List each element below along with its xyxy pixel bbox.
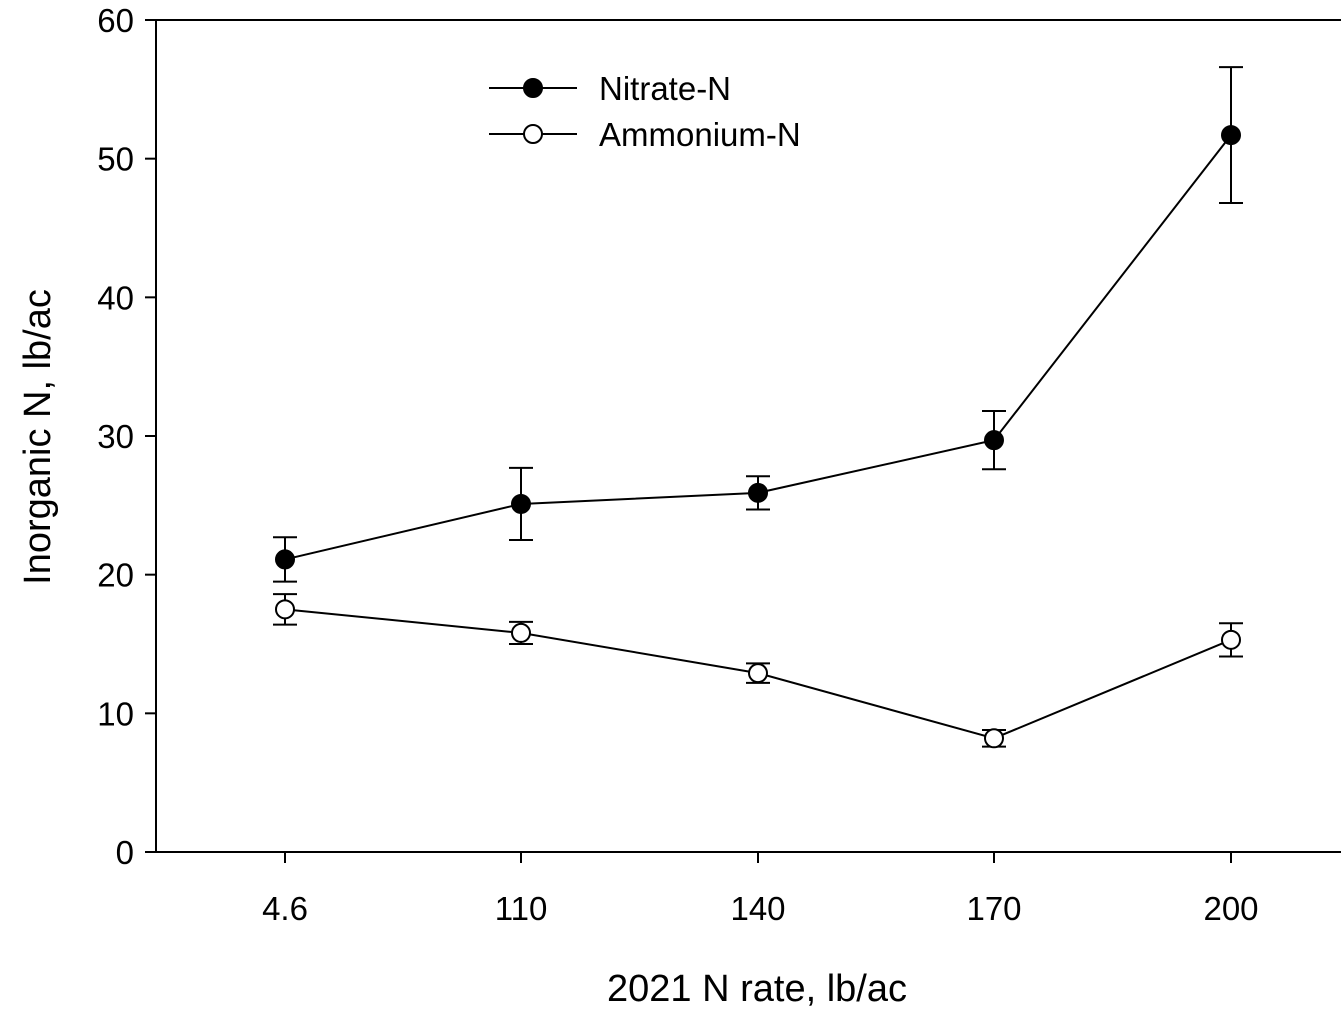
x-tick-label: 170	[966, 890, 1021, 927]
y-tick-label: 0	[116, 834, 134, 871]
x-tick-label: 200	[1203, 890, 1258, 927]
y-axis: 0 10 20 30 40 50 60	[97, 2, 156, 871]
series-nitrate-n	[273, 66, 1243, 583]
data-point	[275, 549, 295, 570]
legend: Nitrate-N Ammonium-N	[489, 70, 801, 153]
data-point	[748, 663, 768, 684]
legend-marker	[523, 78, 543, 98]
legend-label: Nitrate-N	[599, 70, 731, 107]
x-tick-label: 140	[730, 890, 785, 927]
data-point	[984, 430, 1004, 451]
y-axis-title: Inorganic N, lb/ac	[17, 289, 59, 585]
data-point	[748, 482, 768, 503]
y-tick-label: 20	[97, 557, 134, 594]
data-point	[984, 728, 1004, 749]
series-ammonium-n	[273, 593, 1243, 749]
y-tick-label: 50	[97, 141, 134, 178]
y-tick-label: 40	[97, 279, 134, 316]
x-axis-title: 2021 N rate, lb/ac	[607, 968, 907, 1010]
data-point	[511, 622, 531, 643]
y-tick-label: 60	[97, 2, 134, 39]
y-tick-label: 10	[97, 695, 134, 732]
x-axis: 4.6 110 140 170 200	[262, 852, 1259, 927]
data-point	[1221, 125, 1241, 146]
legend-item-nitrate-n: Nitrate-N	[489, 70, 731, 107]
legend-item-ammonium-n: Ammonium-N	[489, 116, 801, 153]
x-tick-label: 110	[495, 890, 548, 927]
series-layer	[273, 66, 1243, 749]
data-point	[511, 493, 531, 514]
y-tick-label: 30	[97, 418, 134, 455]
data-point	[275, 599, 295, 620]
data-point	[1221, 629, 1241, 650]
legend-marker	[523, 124, 543, 144]
x-tick-label: 4.6	[262, 890, 308, 927]
legend-label: Ammonium-N	[599, 116, 801, 153]
